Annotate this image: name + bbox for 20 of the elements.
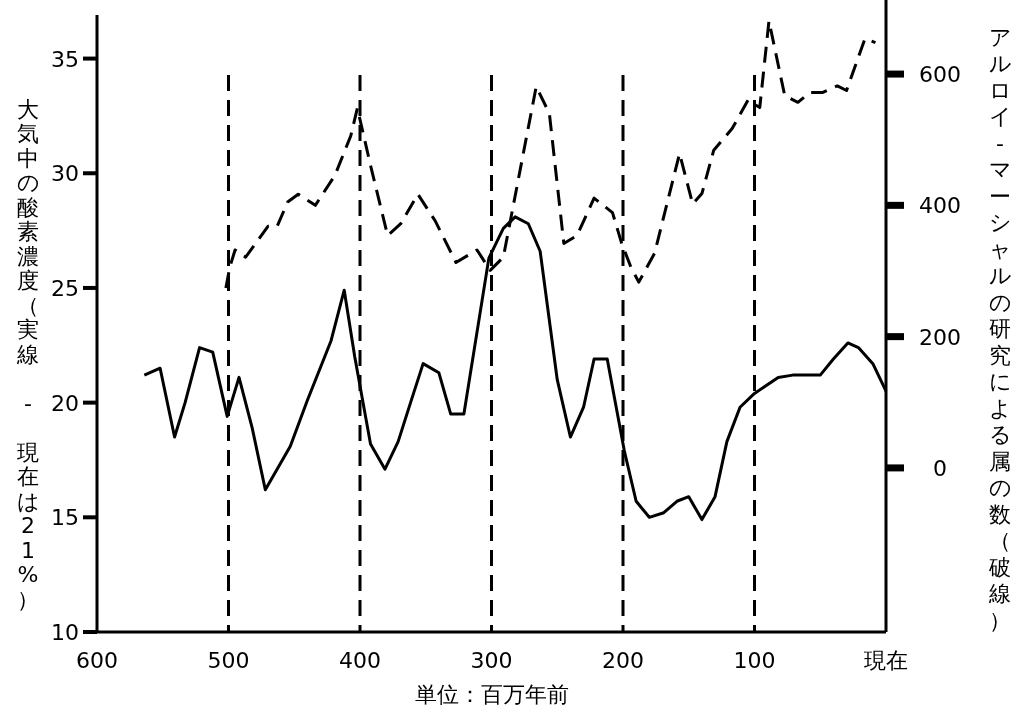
ytick: 25 xyxy=(51,275,79,301)
xtick: 現在 xyxy=(864,648,908,673)
x-axis-title: 単位：百万年前 xyxy=(413,681,570,709)
ytick: 30 xyxy=(51,161,79,187)
xtick: 600 xyxy=(76,648,118,673)
ytick: 20 xyxy=(51,390,79,416)
ytick: 35 xyxy=(51,46,79,72)
y2tick: 0 xyxy=(933,455,947,481)
y2tick: 400 xyxy=(919,193,961,219)
xtick: 100 xyxy=(733,648,776,673)
ytick: 10 xyxy=(51,620,79,645)
y-axis-title: 大気中の酸素濃度（実線 - 現在は21%） xyxy=(16,96,40,612)
xtick: 300 xyxy=(470,648,513,673)
y2tick: 200 xyxy=(919,324,961,350)
ytick: 15 xyxy=(51,505,79,531)
y2tick: 600 xyxy=(919,62,961,88)
xtick: 500 xyxy=(207,648,250,673)
xtick: 400 xyxy=(339,648,381,673)
xtick: 200 xyxy=(602,648,644,673)
y2-axis-title: アルロイ-マーシャルの研究による属の数（破線） xyxy=(988,24,1012,633)
